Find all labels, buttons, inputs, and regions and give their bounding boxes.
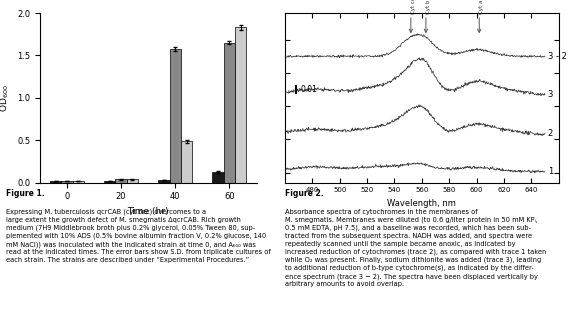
Text: 1: 1 — [548, 167, 553, 176]
Bar — [127, 179, 138, 183]
Bar — [170, 49, 181, 183]
Text: 3 - 2: 3 - 2 — [548, 52, 567, 61]
Bar — [235, 27, 246, 183]
Y-axis label: OD$_{600}$: OD$_{600}$ — [0, 84, 11, 112]
Text: Expressing M. tuberculosis qcrCAB (cyt bcc) overcomes to a
large extent the grow: Expressing M. tuberculosis qcrCAB (cyt b… — [6, 209, 270, 263]
Text: Figure 1.: Figure 1. — [6, 189, 44, 198]
Bar — [158, 180, 170, 183]
Text: 0.01: 0.01 — [300, 85, 317, 94]
Text: 3: 3 — [548, 90, 553, 99]
Text: Figure 2.: Figure 2. — [285, 189, 324, 198]
X-axis label: Wavelength, nm: Wavelength, nm — [388, 199, 456, 208]
Bar — [104, 181, 116, 183]
Bar — [213, 172, 224, 183]
Bar — [181, 141, 192, 183]
Bar — [224, 43, 235, 183]
Bar — [50, 181, 62, 183]
Text: Absorbance spectra of cytochromes in the membranes of
M. smegmatis. Membranes we: Absorbance spectra of cytochromes in the… — [285, 209, 546, 288]
Text: 2: 2 — [548, 129, 553, 138]
Bar — [62, 181, 72, 183]
Bar — [72, 181, 84, 183]
Text: Cyt aa3 (602 nm): Cyt aa3 (602 nm) — [479, 0, 484, 14]
Text: Cyt b (563 nm): Cyt b (563 nm) — [426, 0, 431, 14]
Bar — [116, 179, 127, 183]
X-axis label: Time (hr): Time (hr) — [128, 207, 169, 216]
Text: Cyt cc (552 nm): Cyt cc (552 nm) — [411, 0, 416, 14]
